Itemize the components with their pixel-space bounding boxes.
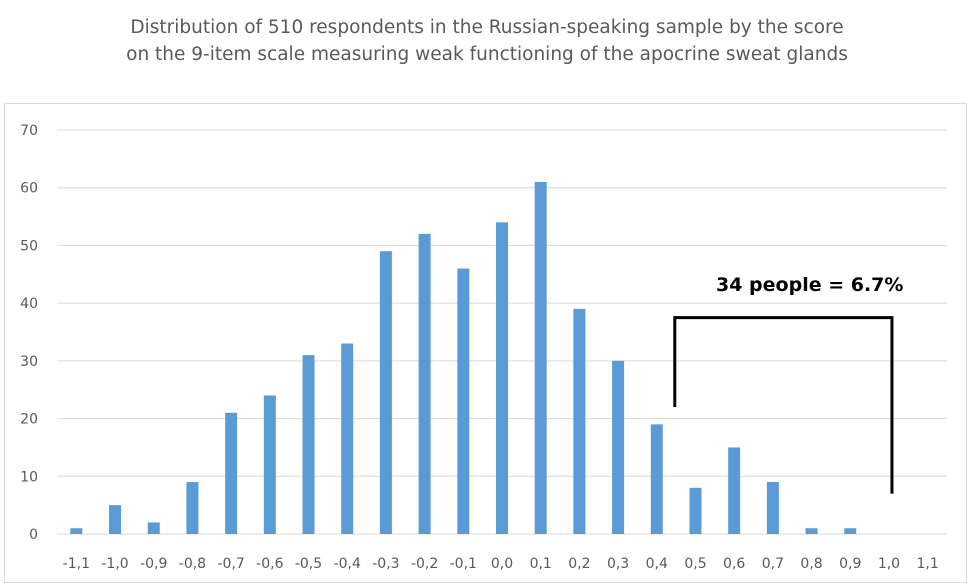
y-axis-tick-labels: 0 10 20 30 40 50 60 70 — [20, 123, 38, 543]
chart-title-line-1: Distribution of 510 respondents in the R… — [130, 17, 844, 38]
bar — [805, 528, 818, 534]
bar — [379, 251, 392, 534]
y-tick-label: 50 — [20, 238, 38, 254]
x-tick-label: 0,4 — [646, 556, 668, 572]
x-tick-label: 1,1 — [917, 556, 939, 572]
x-tick-label: -0,7 — [217, 556, 244, 572]
bar — [612, 360, 625, 534]
x-tick-label: -0,8 — [179, 556, 206, 572]
y-tick-label: 30 — [20, 354, 38, 370]
x-tick-label: 0,3 — [607, 556, 629, 572]
x-tick-label: 0,9 — [839, 556, 861, 572]
x-tick-label: -0,6 — [256, 556, 283, 572]
x-tick-label: 0,2 — [568, 556, 590, 572]
bar — [263, 395, 276, 534]
x-tick-label: 0,0 — [491, 556, 513, 572]
x-tick-label: -0,3 — [372, 556, 399, 572]
x-axis-tick-labels: -1,1 -1,0 -0,9 -0,8 -0,7 -0,6 -0,5 -0,4 -0,3 -0,2… — [63, 556, 939, 572]
chart-title: Distribution of 510 respondents in the R… — [0, 14, 974, 68]
y-tick-label: 60 — [20, 181, 38, 197]
x-tick-label: -0,4 — [334, 556, 361, 572]
y-tick-label: 40 — [20, 296, 38, 312]
bar — [109, 505, 122, 534]
y-tick-label: 0 — [29, 527, 38, 543]
bar — [844, 528, 857, 534]
y-tick-label: 10 — [20, 469, 38, 485]
bar — [689, 487, 702, 534]
annotation-bracket — [673, 316, 894, 494]
chart-title-line-2: on the 9-item scale measuring weak funct… — [126, 44, 848, 65]
x-tick-label: 0,7 — [762, 556, 784, 572]
bar — [147, 522, 160, 534]
bar — [302, 355, 315, 534]
x-tick-label: -0,2 — [411, 556, 438, 572]
annotation-label: 34 people = 6.7% — [716, 274, 903, 296]
x-tick-label: -1,0 — [101, 556, 128, 572]
bar — [341, 343, 354, 534]
x-tick-label: 0,1 — [530, 556, 552, 572]
bar — [573, 308, 586, 534]
x-tick-label: -0,5 — [295, 556, 322, 572]
bars — [70, 181, 857, 535]
bar — [728, 447, 741, 534]
bar — [418, 233, 431, 534]
x-tick-label: 1,0 — [878, 556, 900, 572]
bar — [534, 181, 547, 534]
bar — [650, 424, 663, 534]
y-tick-label: 70 — [20, 123, 38, 139]
x-tick-label: 0,8 — [800, 556, 822, 572]
x-tick-label: -0,9 — [140, 556, 167, 572]
bar — [766, 482, 779, 534]
x-tick-label: -1,1 — [63, 556, 90, 572]
bar — [70, 528, 83, 534]
x-tick-label: -0,1 — [450, 556, 477, 572]
bar — [186, 482, 199, 534]
bar — [496, 222, 508, 535]
bar — [457, 268, 470, 534]
x-tick-label: 0,6 — [723, 556, 745, 572]
bar — [225, 412, 238, 534]
y-tick-label: 20 — [20, 412, 38, 428]
x-tick-label: 0,5 — [684, 556, 706, 572]
